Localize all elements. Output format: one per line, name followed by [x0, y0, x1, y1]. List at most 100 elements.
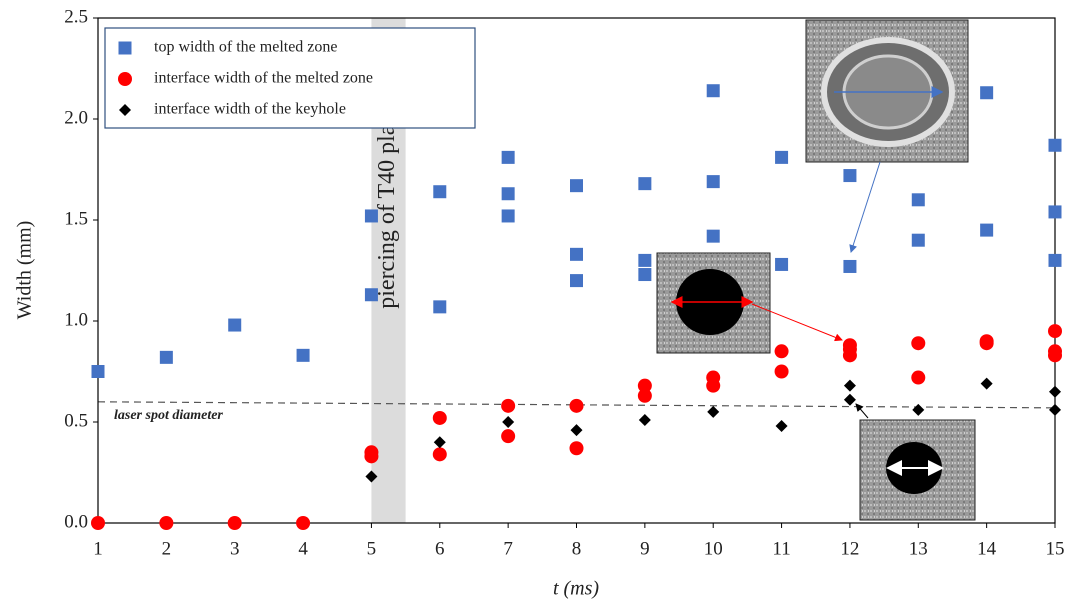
- point: [706, 84, 720, 98]
- point: [570, 274, 583, 288]
- y-tick-label: 1.5: [64, 208, 88, 229]
- x-tick-label: 3: [230, 538, 240, 559]
- point: [433, 436, 446, 449]
- point: [501, 209, 515, 223]
- y-tick-label: 2.5: [64, 6, 88, 27]
- point: [979, 336, 994, 351]
- point: [775, 420, 788, 433]
- point: [637, 378, 652, 393]
- point: [843, 379, 856, 392]
- legend-box: [104, 27, 476, 129]
- point: [1049, 385, 1061, 398]
- point: [843, 169, 857, 183]
- callout-arrow: [751, 303, 843, 342]
- point: [843, 259, 857, 273]
- point: [364, 209, 378, 223]
- x-tick-label: 2: [162, 538, 172, 559]
- y-tick-label: 1.0: [64, 309, 88, 330]
- x-tick-label: 10: [704, 538, 723, 559]
- point: [364, 449, 379, 464]
- point: [706, 229, 720, 243]
- point: [570, 247, 583, 261]
- point: [365, 470, 378, 483]
- legend-text: interface width of the keyhole: [154, 101, 346, 118]
- point: [570, 424, 583, 437]
- point: [432, 410, 447, 425]
- point: [774, 344, 789, 359]
- point: [296, 516, 311, 530]
- legend-marker: [118, 41, 132, 55]
- x-axis-label: t (ms): [553, 578, 599, 600]
- point: [570, 179, 583, 193]
- reference-line: [97, 401, 1056, 409]
- point: [364, 288, 378, 302]
- point: [501, 187, 515, 201]
- point: [638, 413, 651, 426]
- point: [638, 253, 652, 267]
- point: [501, 429, 516, 444]
- legend-text: top width of the melted zone: [154, 39, 338, 56]
- point: [433, 300, 447, 314]
- x-tick-label: 13: [909, 538, 928, 559]
- point: [296, 348, 310, 362]
- point: [775, 150, 789, 164]
- x-tick-label: 1: [93, 538, 103, 559]
- point: [433, 185, 447, 199]
- shaded-region-label: piercing of T40 plate: [374, 107, 400, 309]
- x-tick-label: 15: [1046, 538, 1065, 559]
- point: [911, 233, 925, 247]
- point: [911, 370, 926, 385]
- point: [1049, 403, 1061, 416]
- point: [706, 378, 721, 393]
- point: [502, 416, 515, 428]
- point: [1048, 138, 1062, 152]
- point: [842, 348, 857, 363]
- point: [638, 177, 652, 191]
- point: [1048, 253, 1062, 267]
- point: [912, 403, 925, 416]
- point: [911, 193, 925, 207]
- point: [637, 388, 652, 403]
- point: [843, 393, 856, 406]
- legend-marker: [119, 104, 131, 116]
- y-tick-label: 0.5: [64, 410, 88, 431]
- point: [774, 364, 789, 379]
- legend-marker: [118, 72, 132, 86]
- x-tick-label: 8: [572, 538, 582, 559]
- inset-keyhole: [859, 419, 976, 521]
- point: [228, 318, 242, 332]
- point: [501, 150, 515, 164]
- point: [980, 377, 993, 390]
- point: [569, 441, 584, 456]
- x-tick-label: 14: [977, 538, 997, 559]
- point: [775, 257, 789, 271]
- point: [91, 516, 105, 530]
- x-tick-label: 7: [503, 538, 513, 559]
- inset-interface: [656, 252, 771, 354]
- reference-line-label: laser spot diameter: [114, 408, 223, 423]
- x-tick-label: 5: [367, 538, 377, 559]
- inset-sem: [805, 19, 969, 163]
- point: [227, 516, 242, 530]
- x-tick-label: 9: [640, 538, 650, 559]
- y-tick-label: 2.0: [64, 107, 88, 128]
- plot-frame: [97, 17, 1056, 524]
- x-tick-label: 6: [435, 538, 445, 559]
- point: [706, 175, 720, 189]
- point: [707, 405, 720, 418]
- callout-arrow: [849, 161, 881, 253]
- callout-arrow: [855, 403, 869, 419]
- y-tick-label: 0.0: [64, 511, 88, 532]
- point: [91, 365, 105, 378]
- x-tick-label: 11: [772, 538, 790, 559]
- point: [1048, 205, 1062, 219]
- point: [501, 398, 516, 413]
- point: [980, 86, 994, 100]
- point: [569, 398, 584, 413]
- point: [638, 268, 652, 282]
- point: [432, 447, 447, 462]
- point: [980, 223, 994, 237]
- y-axis-label: Width (mm): [14, 221, 36, 320]
- x-tick-label: 12: [840, 538, 859, 559]
